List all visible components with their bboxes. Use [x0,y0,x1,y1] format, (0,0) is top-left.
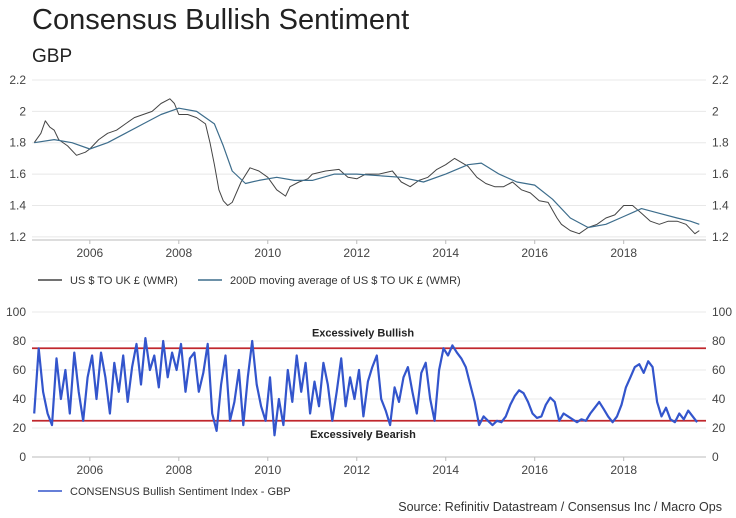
x-tick-label-2008: 2008 [165,246,192,260]
y-tick-label-left-2: 2 [19,104,26,118]
x-tick-label-2018: 2018 [610,463,637,477]
y-tick-label-right-2: 2 [712,104,719,118]
price-series-line-legend-label: US $ TO UK £ (WMR) [70,275,178,287]
x-tick-label-2012: 2012 [343,246,370,260]
y-tick-label-right-20: 20 [712,421,726,435]
y-tick-label-right-80: 80 [712,334,726,348]
x-tick-label-2012: 2012 [343,463,370,477]
x-tick-label-2014: 2014 [432,463,459,477]
y-tick-label-left-20: 20 [13,421,27,435]
y-tick-label-left-1-4: 1.4 [9,198,26,212]
y-tick-label-right-1-4: 1.4 [712,198,729,212]
y-tick-label-left-60: 60 [13,363,27,377]
y-tick-label-right-1-6: 1.6 [712,167,729,181]
y-tick-label-left-0: 0 [19,450,26,464]
x-tick-label-2014: 2014 [432,246,459,260]
x-tick-label-2016: 2016 [521,463,548,477]
y-tick-label-left-80: 80 [13,334,27,348]
y-tick-label-left-1-2: 1.2 [9,230,26,244]
threshold-label-25: Excessively Bearish [310,429,416,441]
x-tick-label-2008: 2008 [165,463,192,477]
moving-average-line-legend-label: 200D moving average of US $ TO UK £ (WMR… [230,275,461,287]
fx-price-chart: 1.2 1.2 1.4 1.4 1.6 1.6 1.8 1.8 2 2 2.2 2.2 2006 2008… [9,73,729,287]
source-note: Source: Refinitiv Datastream / Consensus… [398,500,722,514]
price-series-line [33,98,700,235]
chart-subtitle: GBP [32,46,73,67]
sentiment-series-line [33,337,698,437]
y-tick-label-left-40: 40 [13,392,27,406]
moving-average-line [34,107,700,229]
x-tick-label-2018: 2018 [610,246,637,260]
x-tick-label-2010: 2010 [254,246,281,260]
y-tick-label-right-2-2: 2.2 [712,73,729,87]
sentiment-chart: 0 0 20 20 40 40 60 60 80 80 100 100 2006 2008 2010 2012… [6,305,732,498]
x-tick-label-2006: 2006 [76,246,103,260]
y-tick-label-right-1-2: 1.2 [712,230,729,244]
x-tick-label-2010: 2010 [254,463,281,477]
y-tick-label-left-100: 100 [6,305,26,319]
y-tick-label-right-60: 60 [712,363,726,377]
y-tick-label-right-1-8: 1.8 [712,136,729,150]
sentiment-series-line-legend-label: CONSENSUS Bullish Sentiment Index - GBP [70,486,291,498]
y-tick-label-right-100: 100 [712,305,732,319]
page-title: Consensus Bullish Sentiment [32,4,410,36]
x-tick-label-2016: 2016 [521,246,548,260]
y-tick-label-left-1-6: 1.6 [9,167,26,181]
y-tick-label-right-0: 0 [712,450,719,464]
y-tick-label-left-1-8: 1.8 [9,136,26,150]
y-tick-label-right-40: 40 [712,392,726,406]
x-tick-label-2006: 2006 [76,463,103,477]
threshold-label-75: Excessively Bullish [312,327,414,339]
y-tick-label-left-2-2: 2.2 [9,73,26,87]
